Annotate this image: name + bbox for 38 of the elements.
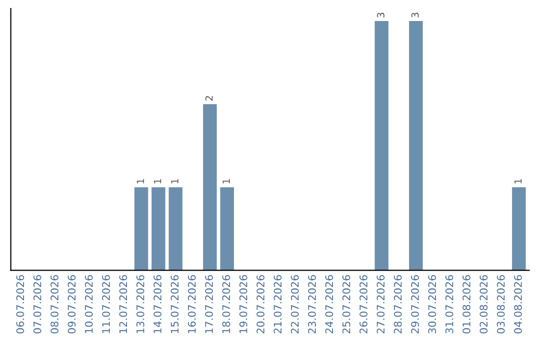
x-tick-label: 07.07.2026 <box>33 275 42 334</box>
x-tick-label: 21.07.2026 <box>274 275 282 334</box>
data-label: 3 <box>377 12 384 18</box>
x-tick-label: 24.07.2026 <box>325 275 334 334</box>
x-tick-label: 16.07.2026 <box>188 275 196 333</box>
x-tick-label: 29.07.2026 <box>411 275 419 334</box>
data-label: 3 <box>411 12 419 18</box>
x-tick-label: 15.07.2026 <box>170 275 179 333</box>
x-tick-label: 31.07.2026 <box>445 275 454 334</box>
x-tick-label: 20.07.2026 <box>256 275 264 334</box>
data-label: 1 <box>154 179 162 184</box>
x-tick-label: 11.07.2026 <box>102 275 110 333</box>
x-tick-label: 17.07.2026 <box>205 275 213 333</box>
x-tick-label: 01.08.2026 <box>462 275 470 334</box>
x-tick-label: 19.07.2026 <box>239 275 248 333</box>
x-tick-label: 28.07.2026 <box>394 275 402 334</box>
data-label: 2 <box>205 96 213 101</box>
x-tick-label: 26.07.2026 <box>360 275 368 334</box>
data-label: 1 <box>171 179 178 184</box>
x-tick-label: 18.07.2026 <box>222 275 230 333</box>
x-tick-label: 04.08.2026 <box>514 275 522 334</box>
x-tick-label: 03.08.2026 <box>496 275 505 334</box>
x-tick-label: 23.07.2026 <box>308 275 316 334</box>
x-tick-label: 06.07.2026 <box>16 275 24 334</box>
x-tick-label: 30.07.2026 <box>428 275 436 334</box>
x-tick-label: 09.07.2026 <box>68 275 76 334</box>
data-label: 1 <box>222 179 230 184</box>
x-tick-label: 14.07.2026 <box>154 275 162 333</box>
x-tick-label: 13.07.2026 <box>136 275 144 333</box>
x-tick-label: 08.07.2026 <box>50 275 58 334</box>
x-tick-label: 22.07.2026 <box>290 275 299 334</box>
x-tick-label: 10.07.2026 <box>84 275 93 333</box>
data-label: 1 <box>136 179 144 184</box>
data-label: 1 <box>514 179 522 184</box>
x-tick-label: 02.08.2026 <box>480 275 488 334</box>
x-tick-label: 27.07.2026 <box>376 275 385 334</box>
x-tick-label: 25.07.2026 <box>342 275 350 334</box>
x-tick-label: 12.07.2026 <box>119 275 128 333</box>
